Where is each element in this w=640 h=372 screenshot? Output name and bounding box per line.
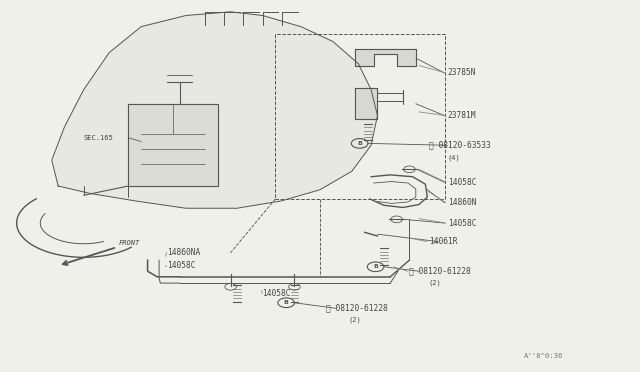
Text: SEC.165: SEC.165 — [84, 135, 113, 141]
Text: Ⓑ 08120-61228: Ⓑ 08120-61228 — [410, 267, 471, 276]
Text: 14058C: 14058C — [167, 261, 195, 270]
Text: 14860N: 14860N — [448, 198, 476, 207]
Text: B: B — [373, 264, 378, 269]
Text: Ⓑ 08120-63533: Ⓑ 08120-63533 — [429, 141, 490, 150]
Text: 14058C: 14058C — [262, 289, 291, 298]
Polygon shape — [355, 88, 378, 119]
Text: FRONT: FRONT — [119, 240, 140, 246]
Text: (4): (4) — [448, 155, 460, 161]
Text: 14860NA: 14860NA — [167, 248, 200, 257]
Text: (2): (2) — [349, 317, 362, 323]
Text: (2): (2) — [429, 280, 442, 286]
Text: 14061R: 14061R — [429, 237, 457, 246]
Text: 14058C: 14058C — [448, 219, 476, 228]
Text: B: B — [357, 141, 362, 146]
Polygon shape — [129, 105, 218, 186]
Text: A''8^0:36: A''8^0:36 — [524, 353, 564, 359]
Text: 23781M: 23781M — [448, 111, 476, 120]
Polygon shape — [355, 49, 416, 65]
Text: B: B — [284, 300, 289, 305]
Text: 14058C: 14058C — [448, 178, 476, 187]
Text: 23785N: 23785N — [448, 68, 476, 77]
Polygon shape — [52, 12, 378, 208]
Text: Ⓑ 08120-61228: Ⓑ 08120-61228 — [326, 304, 388, 313]
